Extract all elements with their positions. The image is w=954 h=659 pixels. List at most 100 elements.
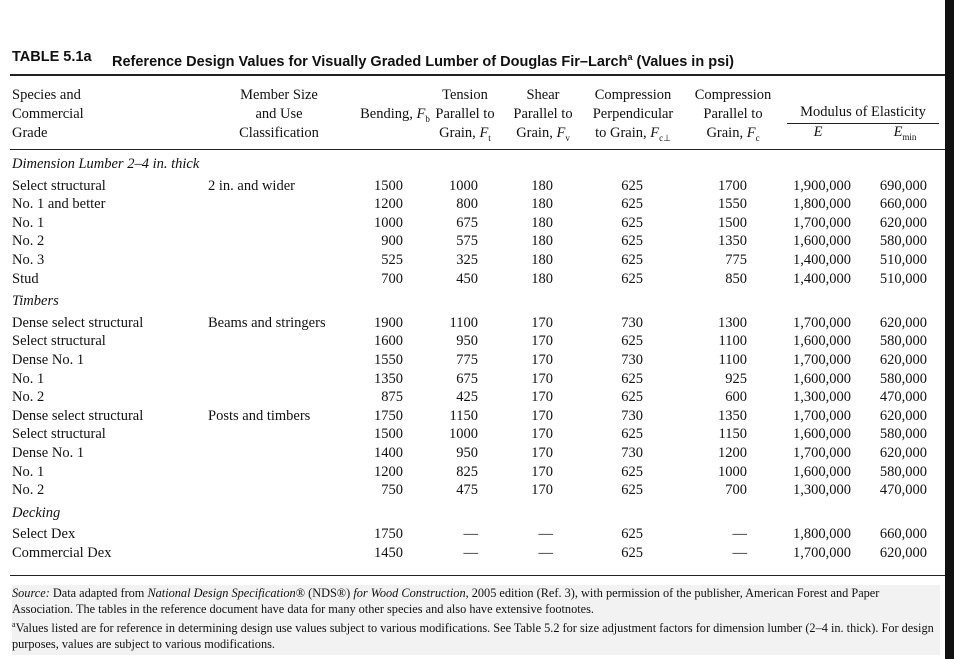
column-header: Compression Parallel to Grain, Fc <box>663 86 803 148</box>
table-cell: 1150 <box>718 426 747 443</box>
table-cell: 1100 <box>718 333 747 350</box>
table-cell: 625 <box>621 482 643 499</box>
table-cell: 170 <box>531 389 553 406</box>
rule <box>10 74 945 76</box>
table-cell: 1500 <box>718 214 747 231</box>
note-mark: a <box>12 620 16 629</box>
table-cell: 475 <box>456 482 478 499</box>
table-cell: 170 <box>531 445 553 461</box>
header-line: Species and <box>12 87 81 103</box>
symbol: E <box>813 124 823 140</box>
table-cell: 625 <box>621 196 643 213</box>
table-cell: 1,400,000 <box>793 252 851 268</box>
table-cell: 625 <box>621 370 643 387</box>
table-cell: 625 <box>621 389 643 406</box>
table-cell: 1,800,000 <box>793 196 851 213</box>
table-cell: 620,000 <box>879 214 927 231</box>
table-cell: 675 <box>456 214 478 231</box>
table-cell: Dense No. 1 <box>12 352 85 368</box>
table-cell: 730 <box>621 352 643 368</box>
table-cell: 1000 <box>374 214 403 231</box>
table-label: TABLE 5.1a <box>12 49 92 65</box>
symbol: F <box>650 125 660 141</box>
table-cell: 1,700,000 <box>793 214 851 231</box>
table-cell: 1750 <box>374 407 403 424</box>
table-cell: 1,700,000 <box>793 314 851 331</box>
table-cell: No. 1 <box>12 214 45 231</box>
table-cell: 1,700,000 <box>793 445 851 461</box>
section-heading: Decking <box>12 504 61 521</box>
table-cell: 1300 <box>718 314 747 331</box>
table-cell: 1000 <box>718 463 747 480</box>
table-cell: 1350 <box>718 407 747 424</box>
table-cell: 625 <box>621 463 643 480</box>
title: Reference Design Values for Visually Gra… <box>112 53 628 70</box>
table-cell: Select structural <box>12 426 106 443</box>
column-header: Compression Perpendicular to Grain, Fc⊥ <box>563 86 703 148</box>
symbol: F <box>479 125 489 141</box>
table-cell: 580,000 <box>879 233 927 250</box>
table-cell: No. 2 <box>12 482 45 499</box>
column-header: Tension Parallel to Grain, Ft <box>395 86 535 148</box>
rule <box>787 123 939 124</box>
table-cell: 660,000 <box>879 196 927 213</box>
table-cell: 1,600,000 <box>793 233 851 250</box>
subscript: c <box>755 132 760 143</box>
text: ® (NDS®) <box>295 586 354 600</box>
table-cell: 470,000 <box>879 482 927 499</box>
table-cell: 1200 <box>374 463 403 480</box>
table-cell: — <box>463 526 479 543</box>
table-cell: 510,000 <box>879 252 927 268</box>
table-cell: 620,000 <box>879 352 927 368</box>
subscript: t <box>488 132 491 143</box>
column-header: E <box>748 123 888 142</box>
table-cell: 675 <box>456 370 478 387</box>
table-cell: 1,600,000 <box>793 370 851 387</box>
table-cell: 730 <box>621 407 643 424</box>
footnote-a: aValues listed are for reference in dete… <box>12 617 940 652</box>
table-cell: Dense select structural <box>12 314 144 331</box>
header-line: Grain, Fc <box>706 125 760 143</box>
table-cell: 1,700,000 <box>793 407 851 424</box>
table-cell: 1,400,000 <box>793 270 851 287</box>
table-cell: 1,300,000 <box>793 482 851 499</box>
subscript: min <box>902 131 917 142</box>
table-cell: 1200 <box>374 196 403 213</box>
table-cell: — <box>538 545 554 561</box>
table-cell: 580,000 <box>879 463 927 480</box>
subscript: c⊥ <box>659 132 671 143</box>
section-heading: Dimension Lumber 2–4 in. thick <box>12 156 200 172</box>
table-cell: 1,900,000 <box>793 177 851 194</box>
header-line: to Grain, Fc⊥ <box>595 125 671 143</box>
table-cell: 625 <box>621 233 643 250</box>
table-cell: 1200 <box>718 445 747 461</box>
table-cell: 900 <box>381 233 403 250</box>
table-cell: 625 <box>621 333 643 350</box>
table-cell: 1000 <box>449 426 478 443</box>
symbol: F <box>556 125 566 141</box>
table-cell: 580,000 <box>879 333 927 350</box>
table-cell: 800 <box>456 196 478 213</box>
table-cell: Select structural <box>12 333 106 350</box>
table-cell: 580,000 <box>879 370 927 387</box>
table-cell: Stud <box>12 270 39 287</box>
text: Values listed are for reference in deter… <box>12 621 934 652</box>
table-cell: 170 <box>531 333 553 350</box>
subscript: b <box>425 113 430 124</box>
text: for Wood Construction <box>353 586 466 600</box>
table-cell: 1,700,000 <box>793 545 851 561</box>
symbol: E <box>893 124 903 140</box>
text: National Design Specification <box>147 586 296 600</box>
table-cell: 1600 <box>374 333 403 350</box>
table-cell: 180 <box>531 214 553 231</box>
table-cell: 730 <box>621 314 643 331</box>
table-cell: 1550 <box>718 196 747 213</box>
table-cell: 625 <box>621 545 643 561</box>
table-cell: Dense select structural <box>12 407 144 424</box>
header-line: Emin <box>835 123 954 147</box>
table-cell: 850 <box>725 270 747 287</box>
table-cell: 750 <box>381 482 403 499</box>
table-cell: 700 <box>725 482 747 499</box>
header-line: Grade <box>12 125 48 141</box>
table-cell: 620,000 <box>879 314 927 331</box>
